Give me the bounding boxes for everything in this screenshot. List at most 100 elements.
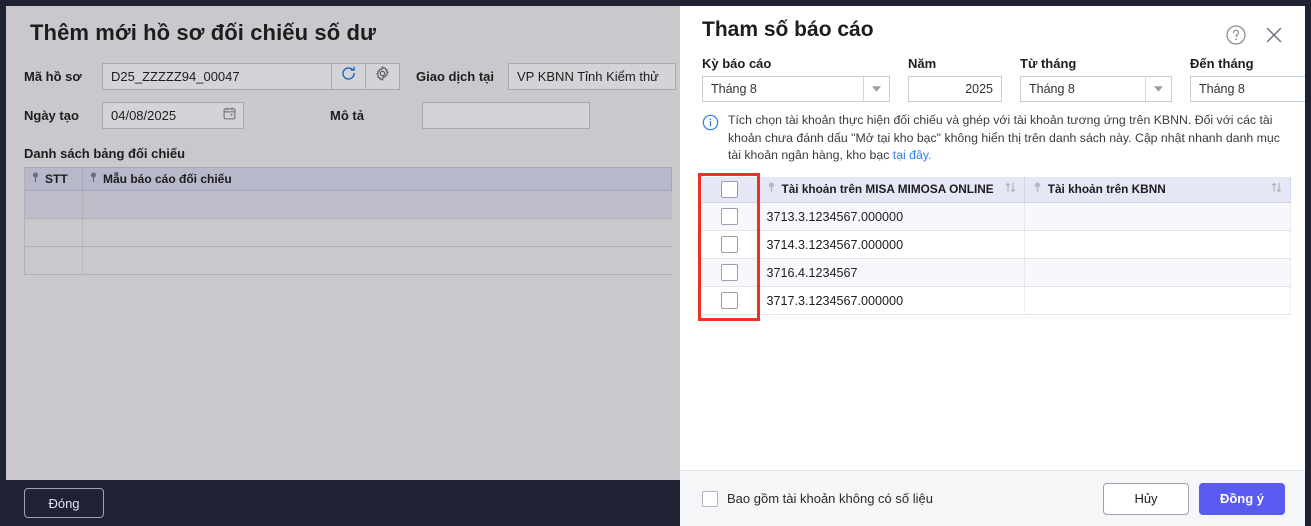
cell-misa: 3713.3.1234567.000000 [758, 202, 1025, 231]
sort-icon[interactable] [1271, 182, 1282, 196]
dialog-footer: Bao gồm tài khoản không có số liệu Hủy Đ… [680, 470, 1305, 526]
close-button[interactable]: Đóng [24, 488, 104, 518]
cell-misa: 3716.4.1234567 [758, 258, 1025, 287]
reconciliation-table: STT Mẫu báo cáo đối chiếu [24, 167, 672, 275]
table-row[interactable] [25, 247, 672, 275]
param-nam: Năm 2025 [908, 56, 1002, 102]
gear-icon [374, 65, 391, 87]
help-circle-icon[interactable] [1225, 24, 1247, 46]
giao-dich-tai-input[interactable]: VP KBNN Tỉnh Kiểm thử [508, 62, 676, 90]
include-empty-accounts-label: Bao gồm tài khoản không có số liệu [727, 491, 933, 506]
param-ky-bao-cao: Kỳ báo cáo Tháng 8 [702, 56, 890, 102]
info-notice-text: Tích chọn tài khoản thực hiện đối chiếu … [728, 112, 1285, 165]
den-thang-value: Tháng 8 [1199, 82, 1245, 96]
select-all-header[interactable] [702, 176, 759, 203]
chevron-down-icon[interactable] [863, 77, 889, 101]
info-notice: Tích chọn tài khoản thực hiện đối chiếu … [680, 102, 1305, 165]
param-label: Kỳ báo cáo [702, 56, 772, 71]
cell-mau [83, 191, 672, 218]
close-icon[interactable] [1263, 24, 1285, 46]
confirm-button[interactable]: Đồng ý [1199, 482, 1285, 515]
ma-ho-so-value: D25_ZZZZZ94_00047 [111, 68, 240, 84]
table-row[interactable] [25, 191, 672, 219]
pin-icon [31, 172, 40, 186]
ky-bao-cao-select[interactable]: Tháng 8 [702, 76, 890, 102]
pin-icon [1033, 182, 1042, 196]
table-row[interactable] [25, 219, 672, 247]
cell-stt [25, 219, 83, 246]
cell-mau [83, 219, 672, 246]
table-row[interactable]: 3716.4.1234567 [702, 258, 1292, 287]
param-den-thang: Đến tháng Tháng 8 [1190, 56, 1305, 102]
table-row[interactable]: 3713.3.1234567.000000 [702, 202, 1292, 231]
report-parameters-dialog: Tham số báo cáo Kỳ báo cáo [680, 0, 1311, 526]
accounts-table-wrap: Tài khoản trên MISA MIMOSA ONLINE [698, 172, 1292, 321]
dialog-header: Tham số báo cáo [680, 6, 1305, 46]
param-label: Đến tháng [1190, 56, 1254, 71]
calendar-icon[interactable] [222, 106, 237, 124]
column-header-misa[interactable]: Tài khoản trên MISA MIMOSA ONLINE [758, 176, 1025, 203]
column-header-mau[interactable]: Mẫu báo cáo đối chiếu [83, 168, 672, 190]
row-checkbox-cell[interactable] [702, 286, 759, 315]
include-empty-accounts-option[interactable]: Bao gồm tài khoản không có số liệu [702, 490, 933, 507]
tu-thang-value: Tháng 8 [1029, 82, 1075, 96]
cell-kbnn[interactable] [1024, 258, 1292, 287]
ngay-tao-value: 04/08/2025 [111, 107, 177, 123]
ngay-tao-label: Ngày tạo [24, 107, 79, 123]
cell-kbnn[interactable] [1024, 202, 1292, 231]
giao-dich-tai-label: Giao dịch tại [416, 68, 495, 84]
mo-ta-label: Mô tả [330, 107, 364, 123]
param-label: Năm [908, 56, 937, 71]
row-checkbox[interactable] [721, 264, 739, 281]
column-header-kbnn-label: Tài khoản trên KBNN [1047, 182, 1166, 197]
table-row[interactable]: 3714.3.1234567.000000 [702, 230, 1292, 259]
refresh-icon [340, 65, 357, 87]
column-header-stt[interactable]: STT [25, 168, 83, 190]
column-header-kbnn[interactable]: Tài khoản trên KBNN [1024, 176, 1292, 203]
mo-ta-input[interactable] [422, 101, 590, 129]
column-header-stt-label: STT [45, 172, 68, 186]
info-circle-icon [702, 112, 719, 165]
ma-ho-so-input[interactable]: D25_ZZZZZ94_00047 [102, 62, 332, 90]
table-row[interactable]: 3717.3.1234567.000000 [702, 286, 1292, 315]
row-checkbox[interactable] [721, 208, 739, 225]
param-tu-thang: Từ tháng Tháng 8 [1020, 56, 1172, 102]
section-title: Danh sách bảng đối chiếu [24, 146, 186, 161]
cell-stt [25, 247, 83, 274]
parameters-row: Kỳ báo cáo Tháng 8 Năm 2025 Từ tháng Thá… [680, 46, 1305, 102]
dialog-title: Tham số báo cáo [702, 18, 874, 41]
tu-thang-select[interactable]: Tháng 8 [1020, 76, 1172, 102]
den-thang-select[interactable]: Tháng 8 [1190, 76, 1305, 102]
cell-misa: 3714.3.1234567.000000 [758, 230, 1025, 259]
accounts-table: Tài khoản trên MISA MIMOSA ONLINE [702, 176, 1292, 315]
dialog-header-actions [1225, 18, 1285, 46]
ngay-tao-input[interactable]: 04/08/2025 [102, 101, 244, 129]
refresh-button[interactable] [332, 62, 366, 90]
cell-kbnn[interactable] [1024, 286, 1292, 315]
form-row-1: Mã hồ sơ D25_ZZZZZ94_00047 [24, 60, 680, 92]
nam-value: 2025 [965, 82, 993, 96]
chevron-down-icon[interactable] [1145, 77, 1171, 101]
ky-bao-cao-value: Tháng 8 [711, 82, 757, 96]
background-window-footer: Đóng [6, 476, 680, 526]
param-label: Từ tháng [1020, 56, 1077, 71]
row-checkbox[interactable] [721, 292, 739, 309]
row-checkbox-cell[interactable] [702, 230, 759, 259]
form-area: Mã hồ sơ D25_ZZZZZ94_00047 [6, 60, 680, 131]
settings-button[interactable] [366, 62, 400, 90]
form-row-2: Ngày tạo 04/08/2025 Mô tả [24, 99, 680, 131]
update-accounts-link[interactable]: tại đây. [892, 148, 932, 162]
ma-ho-so-label: Mã hồ sơ [24, 68, 82, 84]
row-checkbox-cell[interactable] [702, 202, 759, 231]
include-empty-accounts-checkbox[interactable] [702, 490, 718, 507]
row-checkbox[interactable] [721, 236, 739, 253]
select-all-checkbox[interactable] [721, 180, 739, 198]
cancel-button[interactable]: Hủy [1103, 482, 1189, 515]
sort-icon[interactable] [1005, 182, 1016, 196]
cell-stt [25, 191, 83, 218]
cell-kbnn[interactable] [1024, 230, 1292, 259]
row-checkbox-cell[interactable] [702, 258, 759, 287]
nam-input[interactable]: 2025 [908, 76, 1002, 102]
pin-icon [89, 172, 98, 186]
